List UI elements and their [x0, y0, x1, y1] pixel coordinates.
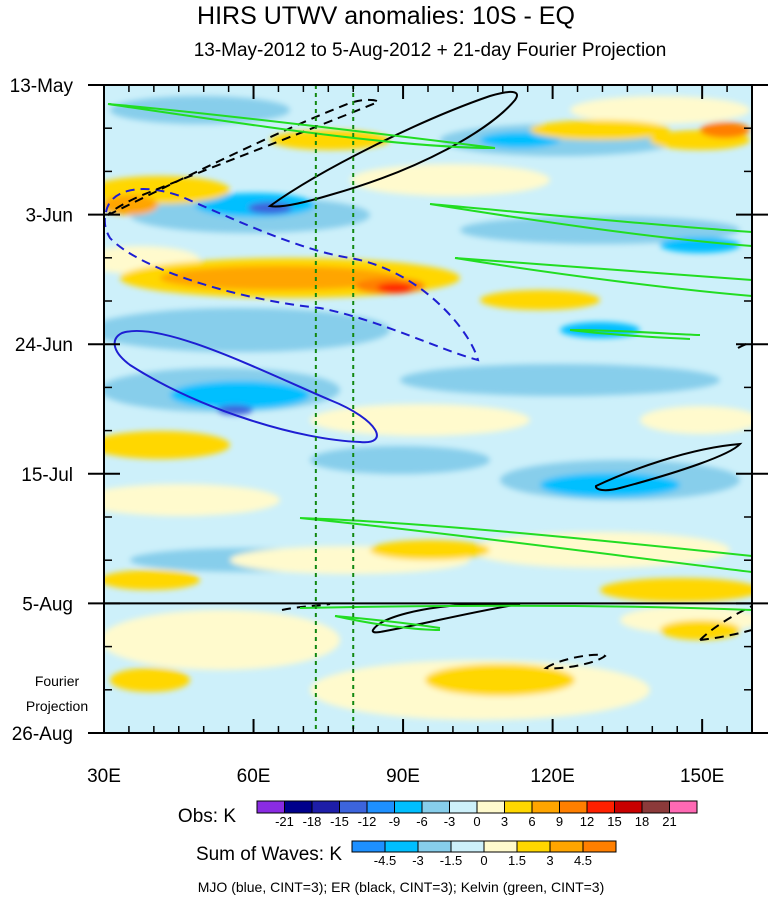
kelvin-contour-5: [299, 517, 752, 573]
projection-label: Projection: [26, 698, 88, 714]
obs-legend-swatch: [311, 800, 340, 814]
er-contour-8: [737, 341, 752, 349]
waves-legend-level: 0: [480, 853, 487, 868]
obs-legend-swatch: [366, 800, 395, 814]
obs-legend-swatch: [614, 800, 643, 814]
waves-legend-level: -1.5: [440, 853, 462, 868]
obs-field: [104, 85, 752, 733]
y-tick-label: 13-May: [10, 76, 74, 97]
y-tick-label: 3-Jun: [25, 206, 73, 227]
x-tick-label: 120E: [530, 766, 574, 787]
obs-legend-level: 6: [528, 814, 535, 829]
er-contour-3: [595, 442, 743, 492]
y-tick-label: 24-Jun: [15, 335, 73, 356]
waves-legend-swatch: [582, 840, 617, 853]
obs-legend-level: -15: [330, 814, 349, 829]
kelvin-contour-1: [107, 103, 496, 149]
waves-legend-level: 3: [546, 853, 553, 868]
obs-legend-swatch: [586, 800, 615, 814]
er-contour-7: [281, 603, 331, 611]
waves-legend-level: 4.5: [574, 853, 592, 868]
chart-title: HIRS UTWV anomalies: 10S - EQ: [197, 2, 575, 30]
x-tick-label: 90E: [386, 766, 420, 787]
kelvin-contour-2: [429, 203, 752, 247]
kelvin-contour-7: [334, 615, 441, 631]
waves-legend-swatch: [384, 840, 419, 853]
obs-legend-level: 12: [580, 814, 594, 829]
waves-legend-swatch: [549, 840, 584, 853]
y-tick-label: 26-Aug: [12, 724, 73, 745]
obs-legend-label: Obs: K: [178, 806, 236, 827]
obs-legend-swatch: [284, 800, 313, 814]
obs-legend-level: -18: [303, 814, 322, 829]
obs-legend-level: -12: [358, 814, 377, 829]
er-contour-5: [699, 605, 752, 641]
obs-legend-level: 9: [556, 814, 563, 829]
er-contour-2: [107, 98, 380, 216]
obs-legend-swatch: [339, 800, 368, 814]
obs-legend-level: -21: [275, 814, 294, 829]
kelvin-contour-3: [454, 257, 752, 297]
obs-legend-level: 0: [473, 814, 480, 829]
waves-legend-swatch: [417, 840, 452, 853]
mjo-contour-negative: [113, 329, 378, 444]
x-tick-label: 150E: [680, 766, 724, 787]
obs-legend-swatch: [394, 800, 423, 814]
kelvin-contour-4: [569, 329, 701, 340]
y-tick-label: 5-Aug: [22, 594, 73, 615]
obs-legend-level: -9: [389, 814, 401, 829]
obs-legend-level: 3: [501, 814, 508, 829]
er-contour-1: [267, 90, 518, 208]
waves-legend-swatch: [351, 840, 386, 853]
y-tick-label: 15-Jul: [21, 465, 73, 486]
mjo-contour-positive: [104, 188, 480, 362]
waves-legend-level: -4.5: [374, 853, 396, 868]
waves-legend-swatch: [516, 840, 551, 853]
x-tick-label: 30E: [87, 766, 121, 787]
waves-legend-label: Sum of Waves: K: [196, 844, 342, 865]
obs-legend-swatch: [504, 800, 533, 814]
obs-legend-swatch: [669, 800, 698, 814]
obs-legend-swatch: [531, 800, 560, 814]
kelvin-contour-6: [299, 604, 752, 611]
obs-legend-swatch: [421, 800, 450, 814]
contour-key-footer: MJO (blue, CINT=3); ER (black, CINT=3); …: [198, 879, 605, 895]
obs-legend-swatch: [641, 800, 670, 814]
obs-legend-swatch: [449, 800, 478, 814]
waves-legend-swatch: [450, 840, 485, 853]
obs-legend-swatch: [559, 800, 588, 814]
obs-legend-level: 18: [635, 814, 649, 829]
obs-legend-level: -6: [416, 814, 428, 829]
obs-legend-level: -3: [444, 814, 456, 829]
obs-legend-swatch: [476, 800, 505, 814]
chart-subtitle: 13-May-2012 to 5-Aug-2012 + 21-day Fouri…: [193, 40, 667, 61]
waves-legend-level: -3: [412, 853, 424, 868]
obs-legend-swatch: [256, 800, 285, 814]
er-contour-4: [371, 603, 521, 634]
x-tick-label: 60E: [237, 766, 271, 787]
obs-legend-level: 15: [607, 814, 621, 829]
obs-legend-level: 21: [662, 814, 676, 829]
waves-legend-level: 1.5: [508, 853, 526, 868]
er-contour-6: [543, 653, 607, 670]
waves-legend-swatch: [483, 840, 518, 853]
projection-label: Fourier: [35, 673, 80, 689]
